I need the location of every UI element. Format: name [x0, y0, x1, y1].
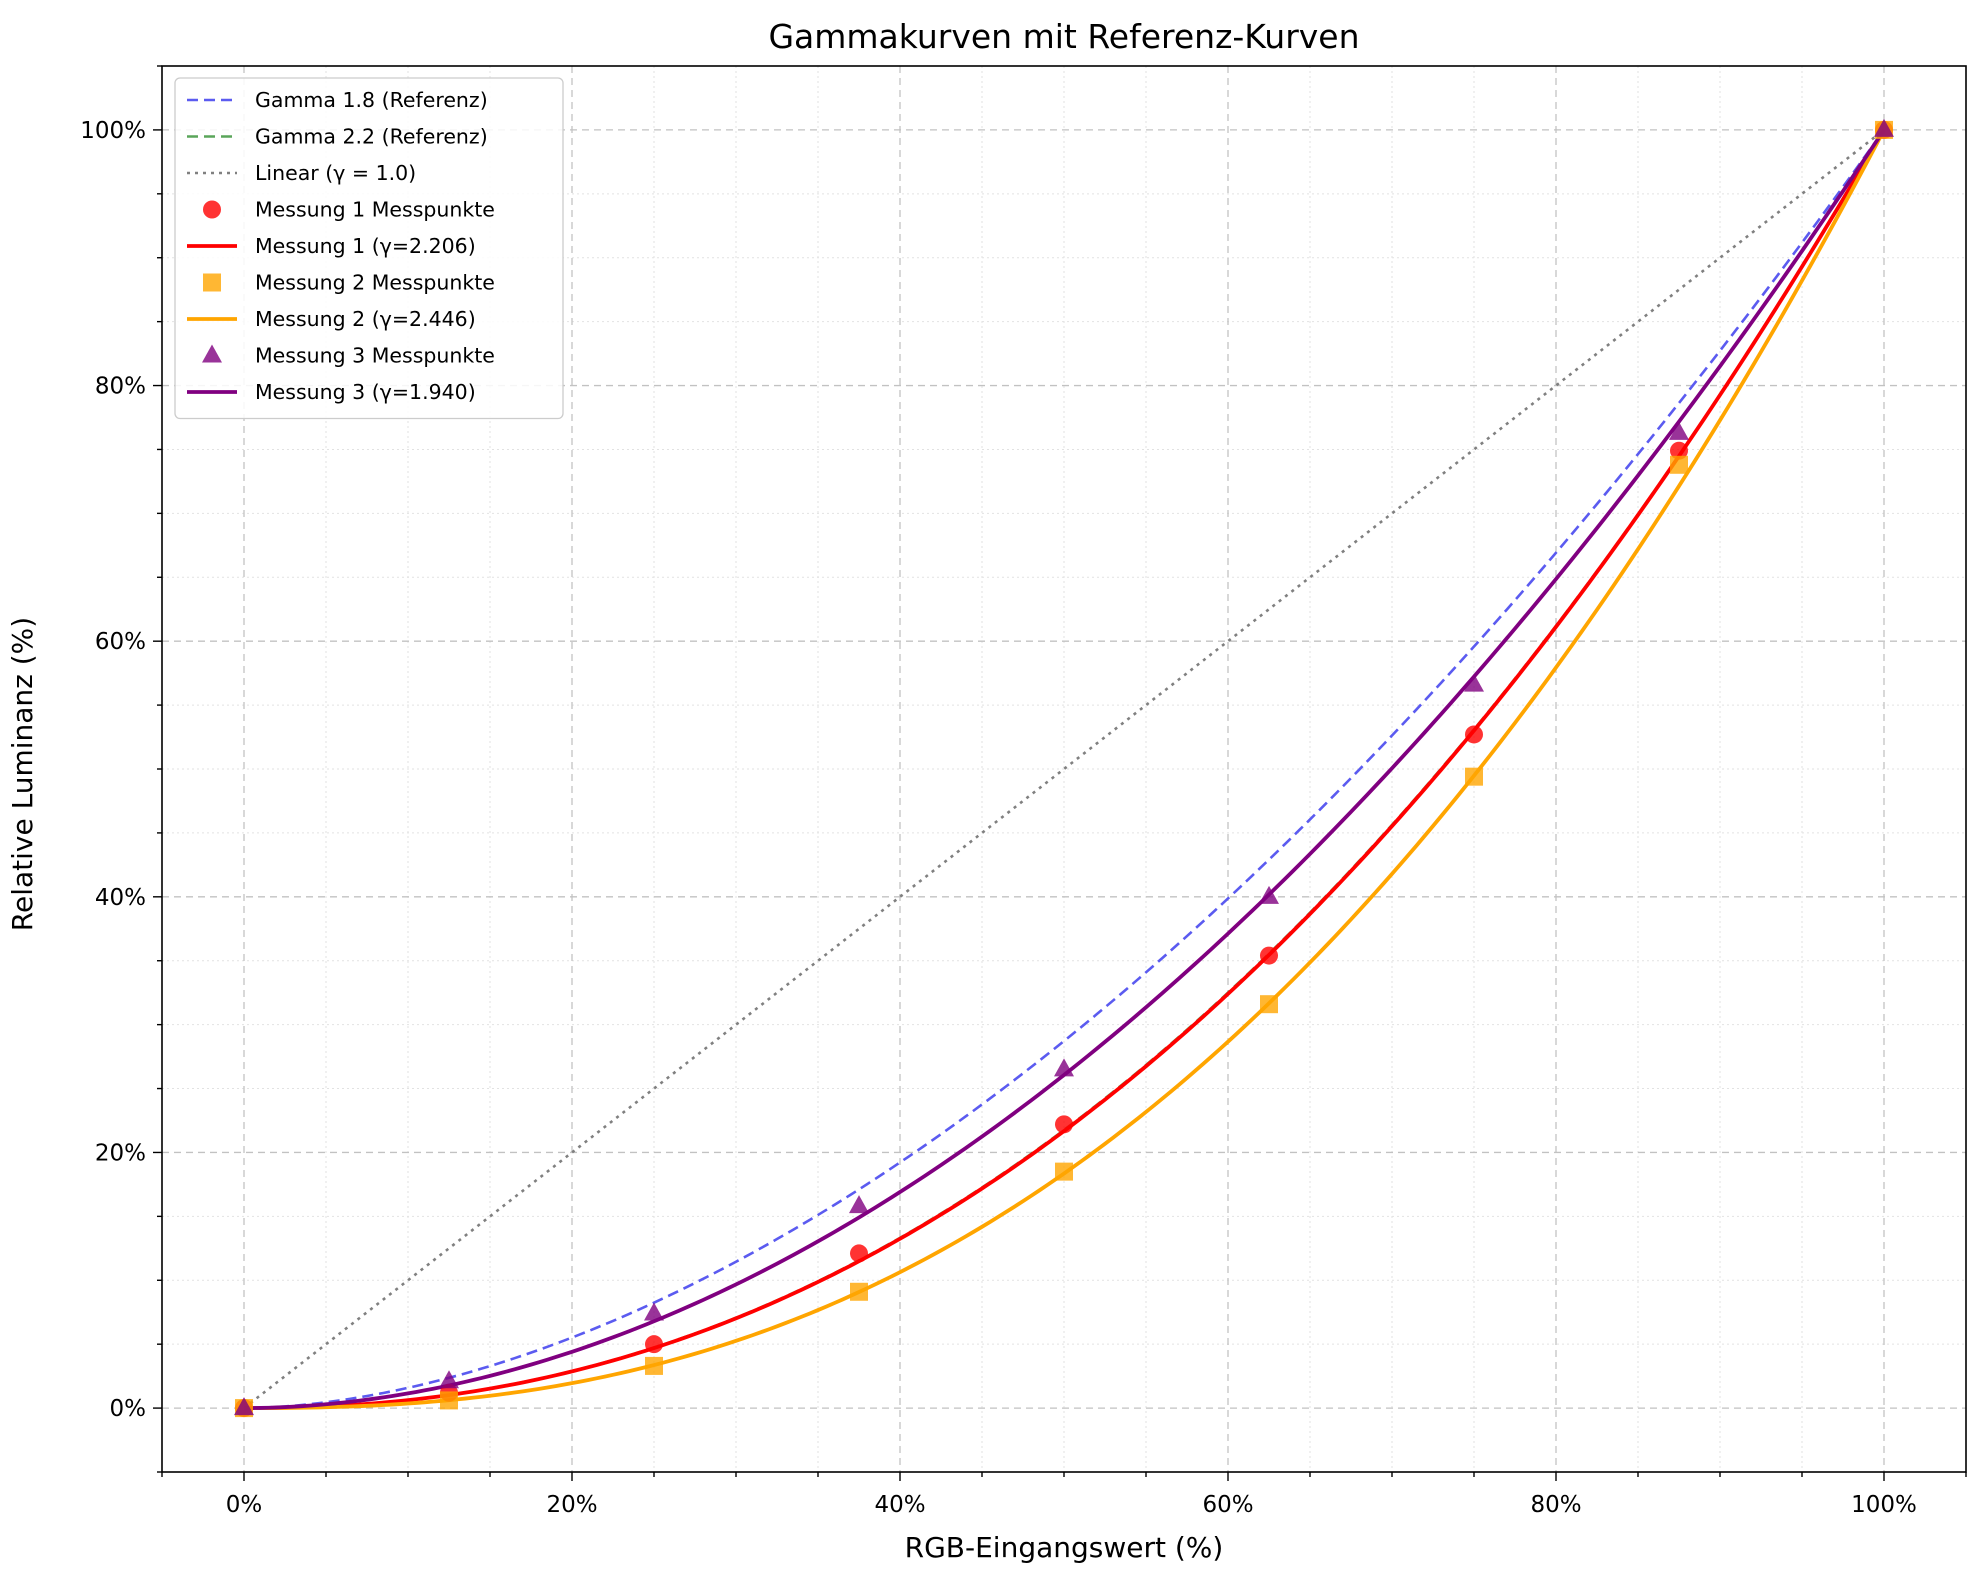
data-point-messung-2: [1465, 767, 1483, 786]
y-tick-label: 60%: [95, 629, 146, 655]
data-point-messung-1: [850, 1244, 868, 1263]
legend-entry: Messung 1 (γ=2.206): [255, 234, 476, 258]
legend-entry: Messung 2 Messpunkte: [255, 271, 495, 295]
legend-entry: Messung 3 Messpunkte: [255, 344, 495, 368]
legend-swatch: [202, 344, 222, 363]
x-tick-label: 100%: [1851, 1492, 1917, 1518]
x-tick-label: 60%: [1202, 1492, 1253, 1518]
x-tick-label: 0%: [226, 1492, 263, 1518]
data-point-messung-3: [1054, 1058, 1074, 1077]
data-point-messung-2: [850, 1282, 868, 1301]
data-point-messung-3: [1669, 421, 1689, 440]
data-markers: [234, 118, 1894, 1418]
x-axis-label: RGB-Eingangswert (%): [905, 1531, 1224, 1564]
y-axis-label: Relative Luminanz (%): [6, 617, 39, 931]
data-point-messung-2: [1055, 1162, 1073, 1181]
x-tick-label: 40%: [874, 1492, 925, 1518]
y-tick-label: 100%: [80, 118, 146, 144]
y-tick-label: 0%: [110, 1396, 147, 1422]
legend-entry: Linear (γ = 1.0): [255, 161, 416, 185]
data-point-messung-1: [1670, 441, 1688, 460]
data-point-messung-2: [1670, 455, 1688, 474]
y-tick-label: 20%: [95, 1140, 146, 1166]
legend-entry: Messung 3 (γ=1.940): [255, 380, 476, 404]
reference-curve-gamma-1: [243, 128, 1885, 1410]
legend-box: [174, 77, 564, 420]
data-point-messung-3: [849, 1195, 869, 1214]
data-point-messung-2: [440, 1391, 458, 1410]
x-tick-label: 20%: [546, 1492, 597, 1518]
y-tick-label: 40%: [95, 885, 146, 911]
data-point-messung-3: [1464, 673, 1484, 692]
legend-swatch: [203, 200, 221, 219]
data-point-messung-3: [234, 1397, 254, 1416]
data-point-messung-3: [439, 1370, 459, 1389]
legend-swatch: [203, 273, 221, 292]
reference-curve-gamma-1-8: [243, 129, 1886, 1410]
data-point-messung-1: [1260, 946, 1278, 965]
legend-entry: Messung 2 (γ=2.446): [255, 307, 476, 331]
data-point-messung-1: [1465, 725, 1483, 744]
legend-entry: Messung 1 Messpunkte: [255, 198, 495, 222]
data-point-messung-2: [1260, 995, 1278, 1014]
data-point-messung-3: [644, 1302, 664, 1321]
y-tick-label: 80%: [95, 374, 146, 400]
legend: Gamma 1.8 (Referenz) Gamma 2.2 (Referenz)…: [174, 77, 564, 420]
legend-entry: Gamma 1.8 (Referenz): [255, 88, 488, 112]
data-point-messung-2: [645, 1356, 663, 1375]
x-tick-label: 80%: [1530, 1492, 1581, 1518]
chart-title: Gammakurven mit Referenz-Kurven: [768, 17, 1359, 56]
data-point-messung-3: [1874, 118, 1894, 137]
data-point-messung-1: [1055, 1115, 1073, 1134]
data-point-messung-3: [1259, 885, 1279, 904]
axis-ticks: 0% 20% 40% 60% 80% 100% 0% 20% 40% 60% 80% 100%: [80, 65, 1967, 1518]
data-point-messung-1: [645, 1335, 663, 1354]
legend-entry: Gamma 2.2 (Referenz): [255, 125, 488, 149]
